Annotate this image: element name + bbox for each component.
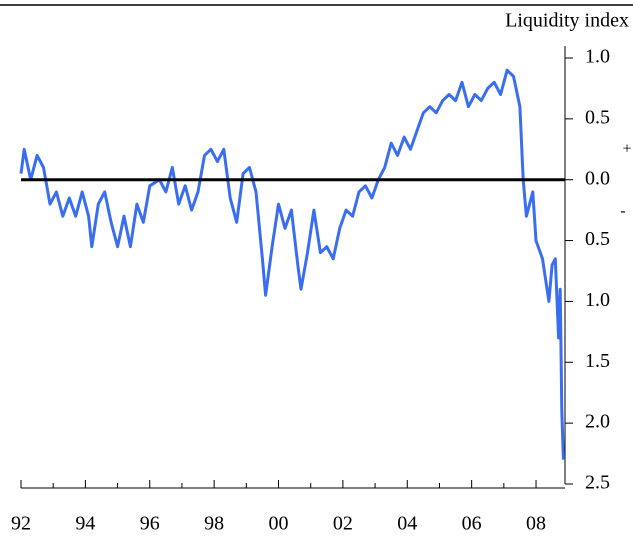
x-tick-label: 02 (333, 513, 353, 535)
chart-title: Liquidity index (505, 10, 629, 32)
x-tick-label: 98 (204, 513, 224, 535)
x-tick-label: 92 (11, 513, 31, 535)
series-line (19, 68, 565, 460)
x-tick-label: 94 (75, 513, 95, 535)
x-tick-label: 08 (526, 513, 546, 535)
x-tick-label: 06 (462, 513, 482, 535)
x-tick-label: 00 (269, 513, 289, 535)
annotation-plus: + (622, 141, 631, 158)
y-tick-label: 1.0 (585, 46, 610, 68)
y-tick-label: 0.0 (585, 167, 610, 189)
y-tick-label: 0.5 (585, 228, 610, 250)
y-tick-label: 2.0 (585, 411, 610, 433)
annotation-minus: - (620, 203, 625, 220)
x-tick-label: 96 (140, 513, 160, 535)
x-tick-label: 04 (397, 513, 417, 535)
y-tick-label: 2.5 (585, 472, 610, 494)
y-tick-label: 1.0 (585, 289, 610, 311)
y-tick-label: 1.5 (585, 350, 610, 372)
y-tick-label: 0.5 (585, 106, 610, 128)
